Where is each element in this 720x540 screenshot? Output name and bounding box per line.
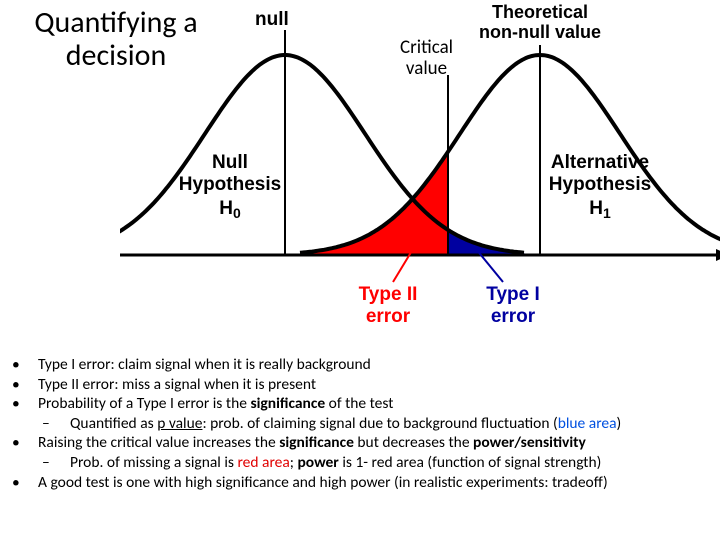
- null-top-label: null: [255, 9, 289, 30]
- bullet-3-sub: –Quantified as p value: prob. of claimin…: [14, 415, 714, 434]
- slide-root: Quantifying a decision Critical value nu…: [0, 0, 720, 540]
- null-hyp-label-1: Null: [212, 152, 248, 173]
- bullet-list: •Type I error: claim signal when it is r…: [14, 355, 714, 493]
- alt-hyp-label-1: Alternative: [551, 152, 649, 173]
- bullet-2: •Type II error: miss a signal when it is…: [14, 376, 714, 395]
- hypothesis-chart: nullTheoreticalnon-null valueNullHypothe…: [120, 0, 720, 345]
- bullet-4-a: Raising the critical value increases the: [38, 433, 279, 452]
- null-hyp-label-2: Hypothesis: [179, 174, 281, 195]
- bullet-3s-d: blue area: [558, 414, 617, 433]
- type2-error-area: [300, 152, 448, 255]
- type1-label-2: error: [491, 306, 536, 327]
- bullet-4s-a: Prob. of missing a signal is: [70, 453, 237, 472]
- bullet-4-b: significance: [279, 433, 354, 452]
- alt-hyp-label-2: Hypothesis: [549, 174, 651, 195]
- bullet-5-text: A good test is one with high significanc…: [38, 473, 608, 492]
- bullet-3s-c: : prob. of claiming signal due to backgr…: [202, 414, 557, 433]
- bullet-4s-b: red area: [237, 453, 289, 472]
- bullet-2-text: Type II error: miss a signal when it is …: [38, 375, 316, 394]
- bullet-4-c: but decreases the: [354, 433, 473, 452]
- bullet-3: •Probability of a Type I error is the si…: [14, 395, 714, 414]
- bullet-3s-e: ): [617, 414, 622, 433]
- x-axis-arrow: [716, 249, 720, 261]
- type1-label-1: Type I: [486, 284, 540, 305]
- alt-hyp-label-3: H1: [589, 198, 611, 221]
- bullet-3s-a: Quantified as: [70, 414, 157, 433]
- bullet-4: •Raising the critical value increases th…: [14, 434, 714, 453]
- bullet-3-b: significance: [250, 394, 325, 413]
- bullet-4s-d: power: [297, 453, 338, 472]
- type2-label-1: Type II: [359, 284, 418, 305]
- alt-curve: [300, 55, 720, 253]
- bullet-3-c: of the test: [325, 394, 393, 413]
- bullet-3s-b: p value: [157, 414, 202, 433]
- bullet-1-text: Type I error: claim signal when it is re…: [38, 355, 371, 374]
- bullet-4s-e: is 1- red area (function of signal stren…: [339, 453, 601, 472]
- theoretical-label-2: non-null value: [479, 22, 601, 42]
- bullet-5: •A good test is one with high significan…: [14, 474, 714, 493]
- bullet-3-a: Probability of a Type I error is the: [38, 394, 250, 413]
- null-hyp-label-3: H0: [219, 198, 241, 221]
- bullet-1: •Type I error: claim signal when it is r…: [14, 356, 714, 375]
- theoretical-label-1: Theoretical: [492, 2, 588, 22]
- bullet-4-sub: –Prob. of missing a signal is red area; …: [14, 454, 714, 473]
- null-curve: [120, 55, 524, 253]
- bullet-4-d: power/sensitivity: [473, 433, 586, 452]
- type2-label-2: error: [366, 306, 411, 327]
